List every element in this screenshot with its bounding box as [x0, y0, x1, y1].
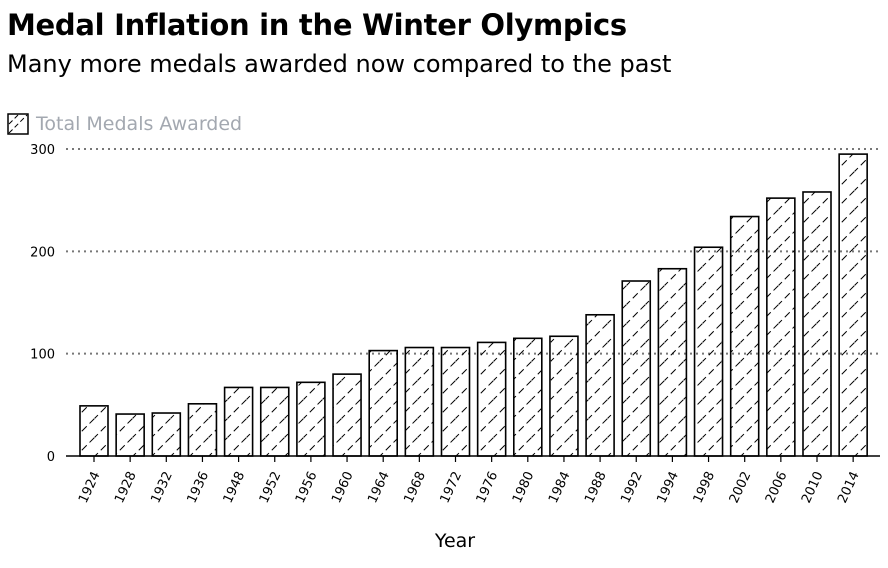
x-axis-title: Year — [434, 530, 475, 552]
x-tick-label: 1948 — [221, 469, 249, 505]
bar-rect — [115, 413, 145, 457]
bar-rect — [549, 335, 579, 457]
x-tick-label: 1972 — [438, 469, 466, 505]
bar-rect — [151, 412, 182, 457]
x-tick-label: 1932 — [148, 469, 176, 505]
bar-rect — [476, 341, 507, 457]
bar-rect — [404, 346, 435, 457]
y-tick-label: 0 — [47, 450, 55, 465]
x-tick-label: 1968 — [401, 469, 429, 505]
bar — [766, 197, 796, 457]
bar-rect — [621, 280, 652, 457]
x-tick-label: 1992 — [618, 469, 646, 505]
bar-rect — [223, 386, 254, 457]
bar — [657, 267, 688, 457]
bar — [476, 341, 507, 457]
bar-rect — [332, 373, 362, 457]
legend-label: Total Medals Awarded — [36, 113, 243, 135]
x-tick-label: 1960 — [329, 469, 357, 505]
bar-rect — [729, 215, 760, 457]
bar — [79, 405, 109, 457]
bar — [729, 215, 760, 457]
legend: Total Medals Awarded — [7, 113, 242, 135]
bar — [802, 191, 832, 457]
bar — [332, 373, 362, 457]
bar — [693, 246, 724, 457]
bar — [368, 349, 399, 457]
x-axis: 1924 1928 1932 1936 1948 1952 1956 1960 1964 1968… — [66, 455, 880, 506]
x-tick-label: 2002 — [727, 469, 755, 505]
bar — [115, 413, 145, 457]
bar — [296, 381, 326, 457]
x-tick-label: 2010 — [799, 469, 827, 505]
bar-rect — [585, 313, 615, 457]
bar — [151, 412, 182, 457]
bar — [440, 346, 471, 457]
legend-swatch — [7, 113, 29, 135]
x-tick-label: 1952 — [257, 469, 285, 505]
y-tick-label: 100 — [30, 348, 55, 363]
bar — [187, 403, 218, 457]
x-tick-label: 1924 — [76, 469, 104, 505]
x-tick-label: 1998 — [691, 469, 719, 505]
bar-rect — [693, 246, 724, 457]
chart-title: Medal Inflation in the Winter Olympics — [7, 8, 627, 42]
bar — [259, 386, 290, 457]
x-tick-label: 1994 — [654, 469, 682, 505]
y-tick-label: 300 — [30, 143, 55, 158]
chart-subtitle: Many more medals awarded now compared to… — [7, 50, 672, 78]
x-tick-label: 1936 — [184, 469, 212, 505]
x-tick-label: 1956 — [293, 469, 321, 505]
bar-rect — [79, 405, 109, 457]
x-tick-label: 1976 — [474, 469, 502, 505]
x-tick-label: 1980 — [510, 469, 538, 505]
bar-rect — [368, 349, 399, 457]
x-tick-label: 2014 — [835, 469, 863, 505]
bar — [585, 313, 615, 457]
bar-rect — [802, 191, 832, 457]
y-axis: 0 100 200 300 — [30, 143, 55, 465]
bar — [223, 386, 254, 457]
bars — [79, 153, 868, 457]
bar — [838, 153, 868, 457]
bar-rect — [440, 346, 471, 457]
y-tick-label: 200 — [30, 245, 55, 260]
bar-rect — [259, 386, 290, 457]
x-tick-label: 2006 — [763, 469, 791, 505]
x-tick-label: 1984 — [546, 469, 574, 505]
bar-rect — [838, 153, 868, 457]
bar-rect — [657, 267, 688, 457]
x-tick-label: 1928 — [112, 469, 140, 505]
bar — [621, 280, 652, 457]
bar — [404, 346, 435, 457]
bar-rect — [512, 337, 543, 457]
x-tick-label: 1988 — [582, 469, 610, 505]
bar-rect — [296, 381, 326, 457]
bar-rect — [766, 197, 796, 457]
x-tick-label: 1964 — [365, 469, 393, 505]
bar — [512, 337, 543, 457]
bar — [549, 335, 579, 457]
bar-rect — [187, 403, 218, 457]
